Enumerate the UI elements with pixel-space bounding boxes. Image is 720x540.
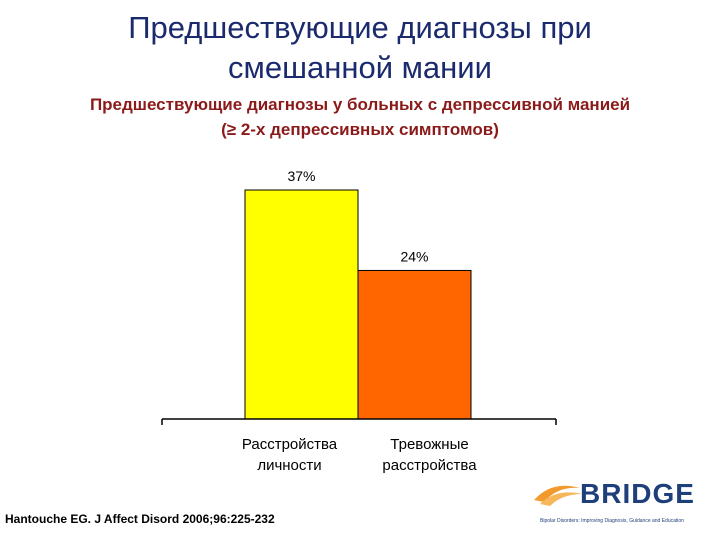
title-line-2: смешанной мании xyxy=(228,50,492,85)
subtitle-line-1: Предшествующие диагнозы у больных с депр… xyxy=(89,95,631,114)
data-label-1: 37% xyxy=(287,168,315,184)
logo-wordmark: BRIDGE xyxy=(580,478,695,509)
citation: Hantouche EG. J Affect Disord 2006;96:22… xyxy=(5,512,275,526)
slide-title: Предшествующие диагнозы при смешанной ма… xyxy=(0,8,720,88)
bar-1 xyxy=(244,189,359,420)
category-label-2-line-1: Тревожные xyxy=(390,436,468,453)
bar-2 xyxy=(357,269,472,420)
category-label-1-line-1: Расстройства xyxy=(242,436,338,453)
title-line-1: Предшествующие диагнозы при xyxy=(128,10,592,45)
category-label-2-line-2: расстройства xyxy=(382,457,477,474)
logo-tagline: Bipolar Disorders: Improving Diagnosis, … xyxy=(540,518,684,524)
bridge-logo: BRIDGE Bipolar Disorders: Improving Diag… xyxy=(530,474,716,536)
bridge-swoosh-icon xyxy=(534,485,582,506)
chart-subtitle: Предшествующие диагнозы у больных с депр… xyxy=(0,92,720,142)
subtitle-line-2: (≥ 2-х депрессивных симптомов) xyxy=(221,120,499,139)
data-label-2: 24% xyxy=(400,248,428,264)
category-label-1-line-2: личности xyxy=(257,457,321,474)
